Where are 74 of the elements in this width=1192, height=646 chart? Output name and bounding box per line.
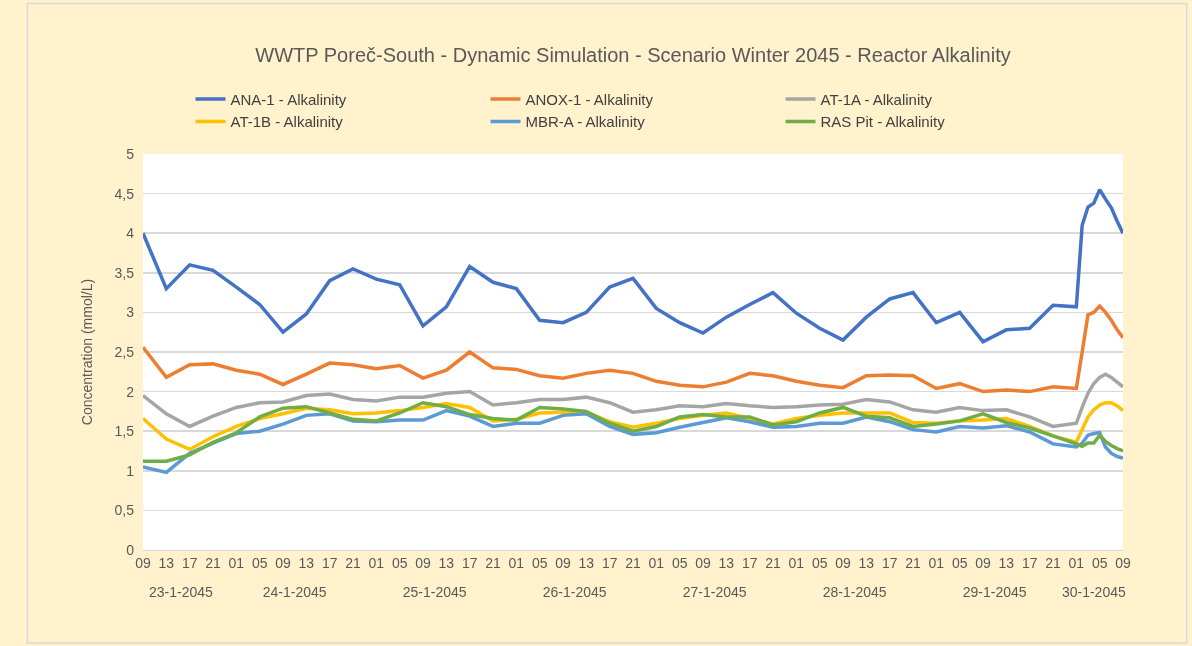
x-tick-label: 09 (975, 554, 991, 571)
x-tick-label: 13 (998, 554, 1015, 571)
legend-label: AT-1A - Alkalinity (820, 90, 933, 108)
y-tick-label: 4,5 (114, 185, 135, 202)
x-tick-label: 01 (648, 554, 665, 571)
legend-label: ANA-1 - Alkalinity (230, 90, 347, 108)
x-tick-label: 09 (415, 554, 431, 571)
y-tick-label: 4 (126, 225, 135, 242)
x-tick-label: 01 (1068, 554, 1085, 571)
x2-tick-label: 28-1-2045 (822, 584, 887, 600)
y-tick-label: 1 (126, 462, 135, 479)
y-tick-label: 0 (126, 541, 135, 558)
x-tick-label: 13 (718, 554, 735, 571)
x-tick-label: 09 (1115, 554, 1131, 571)
x-tick-label: 09 (835, 554, 851, 571)
x-tick-label: 13 (158, 554, 175, 571)
y-tick-label: 2 (126, 383, 135, 400)
x-tick-label: 13 (578, 554, 595, 571)
x-tick-label: 05 (671, 554, 688, 571)
x2-tick-label: 24-1-2045 (262, 584, 327, 600)
x-tick-label: 09 (275, 554, 291, 571)
x-tick-label: 21 (205, 554, 221, 571)
x-tick-label: 21 (1045, 554, 1061, 571)
x-tick-label: 21 (485, 554, 501, 571)
x-tick-label: 17 (1021, 554, 1038, 571)
x-tick-label: 13 (858, 554, 875, 571)
x2-tick-label: 30-1-2045 (1061, 584, 1126, 600)
x-tick-label: 13 (298, 554, 315, 571)
y-tick-label: 3,5 (114, 264, 135, 281)
x-tick-label: 01 (928, 554, 945, 571)
x-tick-label: 05 (251, 554, 268, 571)
x-tick-label: 09 (695, 554, 711, 571)
x-tick-label: 05 (531, 554, 548, 571)
x-tick-label: 01 (228, 554, 245, 571)
x2-tick-label: 25-1-2045 (402, 584, 467, 600)
legend-label: AT-1B - Alkalinity (230, 113, 344, 131)
y-tick-label: 5 (126, 145, 135, 162)
x-tick-label: 17 (601, 554, 618, 571)
x-tick-label: 21 (345, 554, 361, 571)
x-tick-label: 01 (788, 554, 805, 571)
legend-label: RAS Pit - Alkalinity (820, 113, 946, 131)
x2-tick-label: 26-1-2045 (542, 584, 607, 600)
y-axis-title: Concentration (mmol/L) (79, 278, 96, 426)
x-tick-label: 17 (461, 554, 478, 571)
x-tick-label: 09 (135, 554, 151, 571)
chart-title: WWTP Poreč-South - Dynamic Simulation - Scenario Winter 2045 - Reactor Alkalinity (255, 43, 1011, 66)
y-tick-label: 3 (126, 304, 135, 321)
line-series (143, 304, 1123, 394)
x-tick-label: 09 (555, 554, 571, 571)
x-tick-label: 05 (811, 554, 828, 571)
x-tick-label: 17 (181, 554, 198, 571)
x-tick-label: 17 (881, 554, 898, 571)
legend-label: MBR-A - Alkalinity (525, 113, 646, 131)
x-tick-label: 01 (368, 554, 385, 571)
x-tick-label: 01 (508, 554, 525, 571)
y-tick-label: 0,5 (114, 502, 135, 519)
line-series (143, 372, 1123, 429)
y-tick-label: 2,5 (114, 343, 135, 360)
x-tick-label: 05 (391, 554, 408, 571)
x2-tick-label: 27-1-2045 (682, 584, 747, 600)
x-tick-label: 21 (625, 554, 641, 571)
line-series (143, 400, 1123, 464)
line-series (143, 187, 1123, 344)
x-tick-label: 21 (905, 554, 921, 571)
x2-tick-label: 29-1-2045 (962, 584, 1027, 600)
x-tick-label: 05 (1091, 554, 1108, 571)
x-tick-label: 17 (741, 554, 758, 571)
x-tick-label: 21 (765, 554, 781, 571)
x-tick-label: 05 (951, 554, 968, 571)
y-tick-label: 1,5 (114, 423, 135, 440)
x2-tick-label: 23-1-2045 (149, 584, 214, 600)
legend-label: ANOX-1 - Alkalinity (525, 90, 654, 108)
x-tick-label: 17 (321, 554, 338, 571)
x-tick-label: 13 (438, 554, 455, 571)
